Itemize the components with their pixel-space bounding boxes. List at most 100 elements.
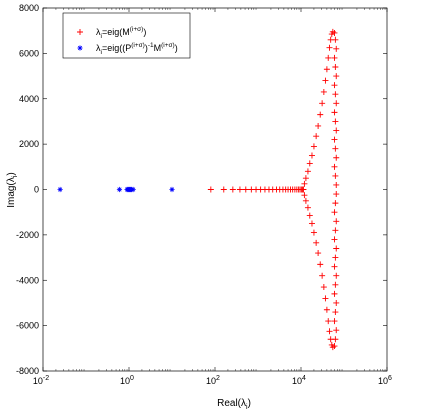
- data-point-red: [220, 186, 227, 193]
- legend-marker-blue: [77, 45, 83, 51]
- data-point-red: [331, 109, 338, 116]
- data-point-red: [333, 73, 340, 80]
- data-point-red: [308, 220, 315, 227]
- data-point-red: [331, 29, 338, 36]
- data-point-red: [333, 327, 340, 334]
- data-point-red: [319, 272, 326, 279]
- data-point-red: [332, 172, 339, 179]
- data-point-red: [323, 306, 330, 313]
- data-point-red: [332, 36, 339, 43]
- data-point-red: [325, 54, 332, 61]
- data-point-red: [332, 227, 339, 234]
- data-point-red: [322, 77, 329, 84]
- data-point-red: [320, 88, 327, 95]
- data-point-red: [331, 209, 338, 216]
- data-point-red: [331, 343, 338, 350]
- y-tick-label: -2000: [16, 230, 39, 240]
- data-point-red: [242, 186, 249, 193]
- data-point-red: [333, 100, 340, 107]
- data-point-red: [229, 186, 236, 193]
- y-tick-label: 4000: [19, 94, 39, 104]
- data-point-red: [310, 229, 317, 236]
- y-tick-label: -6000: [16, 321, 39, 331]
- data-point-blue: [116, 186, 123, 193]
- y-tick-label: 2000: [19, 139, 39, 149]
- data-point-red: [331, 54, 338, 61]
- data-point-red: [207, 186, 214, 193]
- legend-label-red: λi=eig(M(i+σ)): [96, 26, 146, 40]
- data-point-red: [333, 245, 340, 252]
- data-point-red: [323, 66, 330, 73]
- data-point-red: [301, 192, 308, 199]
- legend-label-blue: λi=eig((P(i+σ))-1M(i+σ)): [96, 42, 178, 56]
- data-point-red: [304, 204, 311, 211]
- data-point-red: [301, 180, 308, 187]
- data-point-red: [331, 163, 338, 170]
- data-point-red: [332, 63, 339, 70]
- data-point-red: [317, 261, 324, 268]
- data-point-blue: [57, 186, 63, 193]
- data-point-red: [332, 281, 339, 288]
- data-point-red: [332, 336, 339, 343]
- data-point-red: [331, 136, 338, 143]
- y-tick-label: 6000: [19, 48, 39, 58]
- legend-item-red: λi=eig(M(i+σ)): [77, 26, 146, 40]
- data-point-red: [333, 154, 340, 161]
- y-tick-label: 0: [34, 185, 39, 195]
- x-tick-label: 10-2: [33, 375, 49, 386]
- data-point-red: [332, 200, 339, 207]
- data-point-red: [331, 318, 338, 325]
- data-point-red: [300, 186, 307, 193]
- x-axis-label: Real(λi): [217, 398, 251, 411]
- data-point-red: [322, 295, 329, 302]
- data-point-red: [302, 175, 309, 182]
- data-point-red: [332, 91, 339, 98]
- x-tick-label: 100: [120, 375, 134, 386]
- data-point-red: [315, 250, 322, 257]
- data-point-red: [320, 284, 327, 291]
- data-point-blue: [169, 186, 175, 193]
- legend-marker-asterisk: [77, 45, 83, 51]
- data-point-red: [306, 160, 313, 167]
- legend-marker-plus: [77, 29, 83, 35]
- data-point-red: [331, 290, 338, 297]
- data-point-red: [333, 127, 340, 134]
- legend: λi=eig(M(i+σ)) λi=eig((P(i+σ))-1M(i+σ)): [62, 12, 191, 59]
- data-point-red: [331, 236, 338, 243]
- data-point-red: [332, 145, 339, 152]
- data-point-red: [333, 45, 340, 52]
- y-tick-label: 8000: [19, 3, 39, 13]
- data-point-red: [332, 118, 339, 125]
- legend-item-blue: λi=eig((P(i+σ))-1M(i+σ)): [77, 42, 178, 56]
- data-point-blue: [130, 186, 136, 193]
- data-point-red: [308, 152, 315, 159]
- y-tick-label: -8000: [16, 366, 39, 376]
- data-point-red: [332, 254, 339, 261]
- data-point-red: [333, 272, 340, 279]
- data-point-red: [310, 143, 317, 150]
- data-point-red: [306, 212, 313, 219]
- data-point-red: [236, 186, 243, 193]
- data-point-red: [331, 82, 338, 89]
- data-point-red: [304, 168, 311, 175]
- data-point-red: [325, 318, 332, 325]
- data-point-red: [313, 239, 320, 246]
- y-axis-label: Imag(λi): [6, 172, 19, 207]
- data-point-red: [315, 122, 322, 129]
- data-point-red: [332, 309, 339, 316]
- legend-marker-red: [77, 29, 83, 35]
- data-point-red: [333, 191, 340, 198]
- data-point-red: [333, 299, 340, 306]
- data-point-red: [319, 100, 326, 107]
- x-tick-label: 102: [206, 375, 220, 386]
- series-red-plus-marks: [207, 28, 340, 351]
- data-point-red: [333, 181, 340, 188]
- plot-frame: [42, 7, 388, 372]
- legend-box: [62, 12, 191, 59]
- x-tick-label: 104: [292, 375, 306, 386]
- data-point-red: [333, 218, 340, 225]
- plot-area-border: [42, 7, 388, 372]
- data-point-red: [326, 44, 333, 51]
- data-point-red: [302, 197, 309, 204]
